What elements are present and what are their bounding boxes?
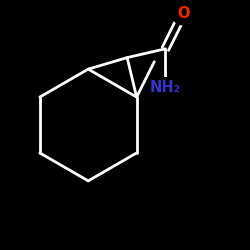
Text: NH₂: NH₂ bbox=[150, 80, 181, 94]
Text: O: O bbox=[177, 6, 189, 21]
Circle shape bbox=[172, 2, 194, 25]
